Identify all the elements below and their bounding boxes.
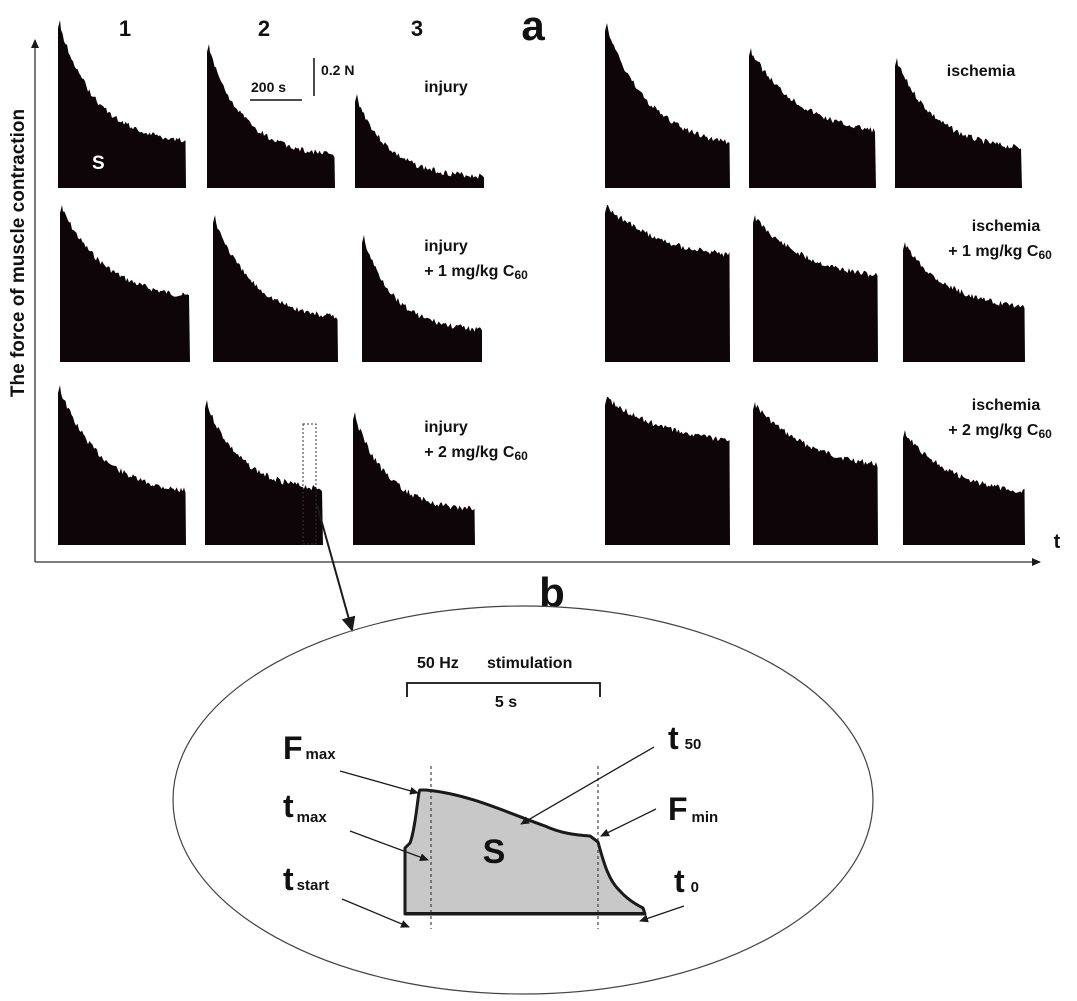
- row-label-injury-2mg-dose: + 2 mg/kg C60: [424, 444, 528, 463]
- row-label-injury-2mg: injury: [424, 419, 468, 436]
- zoom-ellipse: [172, 605, 874, 995]
- trace-14: [205, 400, 323, 545]
- label-tstart: t start: [283, 861, 329, 897]
- row-label-ischemia: ischemia: [947, 63, 1016, 80]
- x-axis-label: t: [1054, 531, 1061, 553]
- trace-9: [362, 235, 482, 362]
- trace-13: [58, 385, 186, 545]
- trace-4: [605, 23, 730, 188]
- trace-area-label: S: [92, 153, 105, 174]
- column-label-2: 2: [258, 16, 270, 41]
- trace-12: [903, 242, 1025, 362]
- column-label-1: 1: [119, 16, 131, 41]
- row-label-ischemia-1mg: ischemia: [972, 218, 1041, 235]
- trace-3: [355, 94, 484, 188]
- label-t50: t 50: [668, 720, 701, 756]
- trace-11: [753, 215, 878, 362]
- row-label-injury-1mg-dose: + 1 mg/kg C60: [424, 263, 528, 282]
- label-tmax: t max: [283, 788, 327, 826]
- trace-8: [213, 215, 338, 362]
- arrow-t0: [639, 905, 685, 923]
- zoom-arrow: [316, 504, 356, 632]
- y-axis-label: The force of muscle contraction: [8, 109, 29, 397]
- row-label-ischemia-1mg-dose: + 1 mg/kg C60: [948, 243, 1052, 262]
- trace-15: [353, 412, 475, 545]
- stim-text: stimulation: [487, 655, 572, 672]
- trace-18: [903, 430, 1025, 545]
- trace-2: [207, 44, 335, 188]
- row-label-injury: injury: [424, 79, 468, 96]
- arrow-fmax: [339, 770, 419, 795]
- row-label-ischemia-2mg: ischemia: [972, 397, 1041, 414]
- stim-duration: 5 s: [495, 694, 517, 711]
- arrow-tmax: [349, 830, 429, 861]
- scale-time-label: 200 s: [251, 79, 286, 95]
- panel-b-label: b: [539, 569, 565, 616]
- trace-5: [749, 48, 876, 188]
- panel-a-label: a: [521, 2, 545, 49]
- trace-16: [605, 396, 730, 545]
- trace-7: [60, 205, 190, 362]
- stim-frequency: 50 Hz: [417, 655, 459, 672]
- row-label-ischemia-2mg-dose: + 2 mg/kg C60: [948, 422, 1052, 441]
- panel-a: The force of muscle contraction t a 1 2 …: [8, 2, 1061, 632]
- zoom-selection-box: [302, 423, 317, 545]
- trace-17: [753, 402, 878, 545]
- contraction-traces: [58, 20, 1025, 545]
- row-label-injury-1mg: injury: [424, 238, 468, 255]
- arrow-t50: [520, 746, 655, 825]
- trace-6: [895, 58, 1022, 188]
- stimulation-bracket: [406, 682, 601, 697]
- scale-force-label: 0.2 N: [321, 62, 354, 78]
- column-label-3: 3: [411, 16, 423, 41]
- arrow-fmin: [600, 808, 657, 837]
- contraction-curve: [403, 788, 647, 916]
- arrow-tstart: [341, 898, 410, 928]
- trace-1: [58, 20, 186, 188]
- trace-10: [605, 205, 730, 362]
- curve-area-label: S: [483, 833, 506, 871]
